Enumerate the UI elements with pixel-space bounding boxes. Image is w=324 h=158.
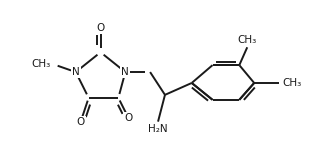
Text: H₂N: H₂N (148, 124, 168, 134)
Text: O: O (97, 23, 105, 33)
Text: CH₃: CH₃ (32, 59, 51, 69)
Text: N: N (122, 67, 129, 77)
Text: O: O (76, 117, 85, 127)
Text: O: O (124, 113, 133, 123)
Text: CH₃: CH₃ (282, 78, 301, 88)
Text: CH₃: CH₃ (237, 35, 257, 45)
Text: N: N (72, 67, 80, 77)
